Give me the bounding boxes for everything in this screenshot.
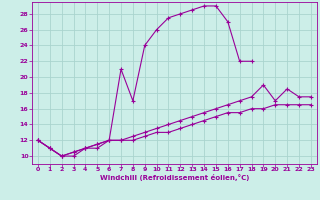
- X-axis label: Windchill (Refroidissement éolien,°C): Windchill (Refroidissement éolien,°C): [100, 174, 249, 181]
